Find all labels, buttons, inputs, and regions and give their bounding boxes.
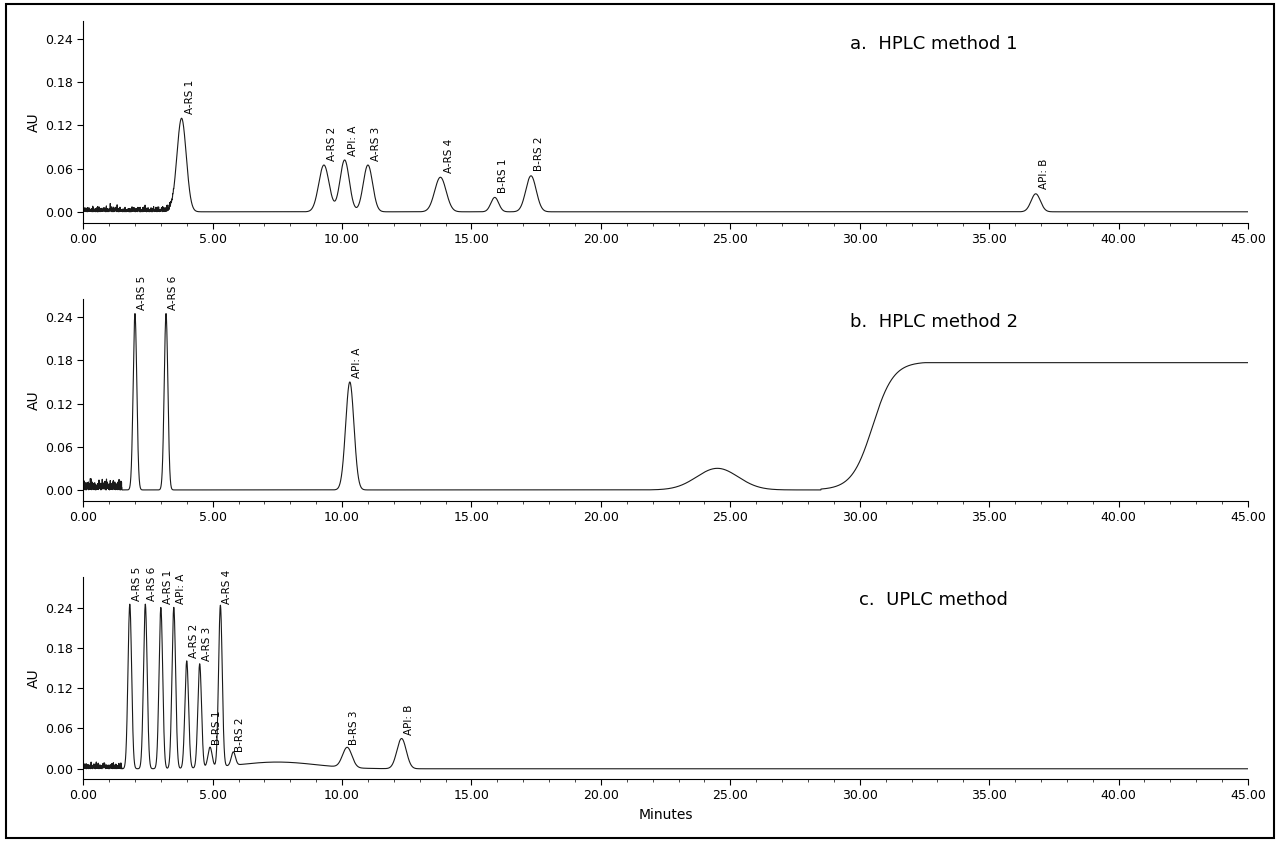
Text: b.  HPLC method 2: b. HPLC method 2 bbox=[850, 313, 1018, 331]
Text: A-RS 6: A-RS 6 bbox=[147, 567, 157, 601]
Text: A-RS 2: A-RS 2 bbox=[189, 624, 198, 658]
Text: A-RS 2: A-RS 2 bbox=[326, 126, 337, 161]
Text: API: B: API: B bbox=[1039, 159, 1048, 189]
Text: B-RS 1: B-RS 1 bbox=[212, 711, 223, 745]
Y-axis label: AU: AU bbox=[27, 669, 41, 688]
Y-axis label: AU: AU bbox=[27, 390, 41, 410]
Text: B-RS 2: B-RS 2 bbox=[534, 137, 544, 172]
Text: A-RS 4: A-RS 4 bbox=[443, 139, 453, 173]
Text: API: A: API: A bbox=[352, 348, 362, 378]
Text: B-RS 2: B-RS 2 bbox=[236, 717, 246, 752]
X-axis label: Minutes: Minutes bbox=[639, 807, 692, 822]
Text: B-RS 3: B-RS 3 bbox=[349, 711, 360, 745]
Text: A-RS 3: A-RS 3 bbox=[371, 126, 381, 161]
Text: A-RS 6: A-RS 6 bbox=[168, 275, 178, 310]
Text: A-RS 1: A-RS 1 bbox=[163, 570, 173, 605]
Text: API: A: API: A bbox=[175, 573, 186, 605]
Text: A-RS 5: A-RS 5 bbox=[132, 567, 142, 601]
Text: B-RS 1: B-RS 1 bbox=[498, 158, 508, 193]
Y-axis label: AU: AU bbox=[27, 112, 41, 131]
Text: A-RS 4: A-RS 4 bbox=[223, 570, 233, 605]
Text: API: A: API: A bbox=[348, 125, 357, 156]
Text: A-RS 5: A-RS 5 bbox=[137, 275, 147, 310]
Text: a.  HPLC method 1: a. HPLC method 1 bbox=[850, 35, 1018, 53]
Text: A-RS 1: A-RS 1 bbox=[184, 80, 195, 114]
Text: c.  UPLC method: c. UPLC method bbox=[859, 591, 1007, 610]
Text: A-RS 3: A-RS 3 bbox=[202, 627, 211, 661]
Text: API: B: API: B bbox=[403, 705, 413, 735]
